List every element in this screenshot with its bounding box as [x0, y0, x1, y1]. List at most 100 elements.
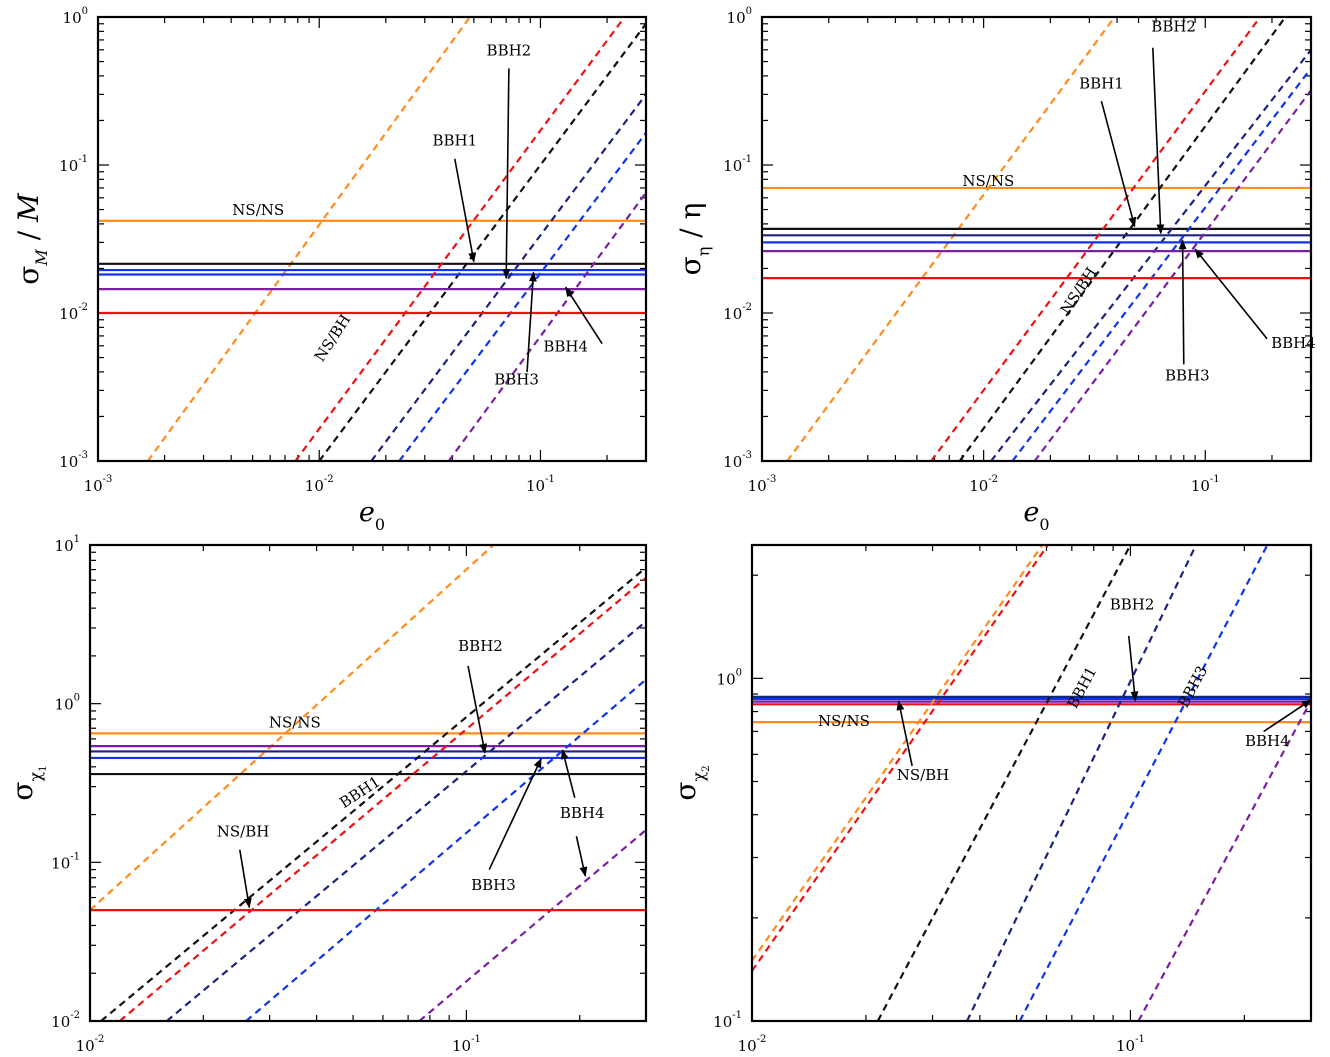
annotation-arrow [1178, 239, 1187, 365]
y-tick-base: 10 [51, 854, 70, 872]
annotation-arrow [454, 158, 477, 263]
y-axis-label-subscript: M [32, 249, 51, 267]
x-tick-exponent: -2 [95, 1034, 105, 1045]
data-lines [90, 545, 646, 1021]
annotation-bbh2: BBH2 [487, 41, 532, 59]
annotation-bbh3: BBH3 [494, 370, 539, 388]
x-tick-label: 10-1 [1191, 474, 1220, 495]
annotation-bbh2: BBH2 [1110, 595, 1155, 613]
y-tick-label: 10-1 [723, 154, 752, 175]
series-line-red-dashed [119, 577, 646, 1021]
x-tick-label: 10-2 [305, 474, 334, 495]
annotation-bbh4: BBH4 [560, 804, 605, 822]
x-tick-base: 10 [969, 477, 988, 495]
series-line-blue-dashed [1018, 545, 1269, 1021]
y-tick-label: 10-1 [51, 851, 80, 872]
chart-panel-top-right: 10-3 10-2 10-110-310-210-1100NS/NSNS/BHBBH… [674, 6, 1316, 534]
y-axis-label-tail-M: M [12, 192, 45, 223]
plot-frame [96, 15, 648, 463]
chart-panel-bottom-left: 10-2 10-110-210-1100101NS/NSNS/BHBBH1BBH2… [6, 534, 648, 1055]
annotation-arrow [1194, 248, 1268, 340]
y-tick-exponent: -1 [732, 1010, 742, 1021]
x-tick-label: 10-1 [526, 474, 555, 495]
y-axis-label-tail: / [12, 222, 45, 249]
x-tick-label: 10-2 [969, 474, 998, 495]
y-tick-base: 10 [55, 696, 74, 714]
x-tick-exponent: -3 [767, 474, 777, 485]
chart-panel-top-left: 10-3 10-2 10-110-310-210-1100NS/NSNS/BHBBH… [12, 6, 648, 534]
y-tick-base: 10 [723, 453, 742, 471]
annotation-arrow [1152, 47, 1165, 235]
annotation-bbh2: BBH2 [458, 637, 503, 655]
annotation-ns-ns: NS/NS [962, 172, 1014, 190]
y-tick-exponent: -3 [78, 450, 88, 461]
annotation-bbh4: BBH4 [543, 337, 588, 355]
annotation-bbh1: BBH1 [1079, 74, 1124, 92]
y-tick-base: 10 [59, 157, 78, 175]
series-line-purple-dashed [447, 192, 646, 461]
x-tick-exponent: -2 [757, 1034, 767, 1045]
annotation-arrow [488, 757, 542, 870]
series-line-blue-dashed [398, 132, 646, 461]
y-tick-exponent: -2 [70, 1010, 80, 1021]
annotation-bbh3: BBH3 [471, 876, 516, 894]
x-axis-label-subscript: 0 [375, 515, 385, 534]
annotation-bbh4: BBH4 [1271, 334, 1316, 352]
x-tick-exponent: -2 [988, 474, 998, 485]
y-axis-label-subscript: χ [26, 771, 45, 781]
series-line-navy-dashed [990, 49, 1311, 461]
series-line-red-dashed [752, 545, 1049, 972]
y-axis-label-main: σ [669, 781, 702, 800]
series-line-orange-dashed [752, 545, 1044, 962]
x-tick-exponent: -1 [1210, 474, 1220, 485]
annotation-arrow [564, 286, 603, 345]
x-tick-label: 10-1 [1116, 1034, 1145, 1055]
series-line-black-dashed [876, 545, 1132, 1021]
y-tick-label: 10-1 [713, 1010, 742, 1031]
x-tick-exponent: -1 [545, 474, 555, 485]
annotation-arrow [560, 749, 576, 799]
x-tick-base: 10 [526, 477, 545, 495]
x-tick-exponent: -3 [103, 474, 113, 485]
series-line-purple-dashed [1137, 700, 1311, 1021]
y-tick-base: 10 [63, 9, 82, 27]
x-tick-label: 10-1 [452, 1034, 481, 1055]
y-tick-exponent: -1 [70, 851, 80, 862]
y-tick-label: 100 [55, 693, 80, 714]
annotation-ns-ns: NS/NS [269, 713, 321, 731]
x-tick-exponent: -1 [471, 1034, 481, 1045]
y-tick-base: 10 [727, 9, 746, 27]
x-tick-base: 10 [84, 477, 103, 495]
annotation-bbh4: BBH4 [1245, 732, 1290, 750]
annotation-arrow [502, 68, 511, 280]
series-line-navy-dashed [166, 620, 646, 1021]
x-axis-label-main: e [1023, 497, 1039, 528]
series-line-black-dashed [958, 17, 1287, 461]
annotation-ns-bh: NS/BH [217, 823, 270, 841]
annotation-ns-bh: NS/BH [1057, 264, 1101, 318]
data-lines [762, 17, 1311, 461]
annotation-arrow [467, 665, 488, 754]
series-line-blue-dashed [245, 678, 646, 1021]
y-axis-label-main: σ [12, 266, 45, 285]
x-tick-exponent: -1 [1135, 1034, 1145, 1045]
y-tick-base: 10 [59, 453, 78, 471]
annotation-ns-bh: NS/BH [311, 311, 355, 365]
y-tick-exponent: -3 [742, 450, 752, 461]
y-tick-exponent: 0 [746, 6, 752, 17]
x-axis-label-main: e [359, 497, 375, 528]
y-tick-exponent: 0 [74, 693, 80, 704]
series-line-orange-dashed [786, 17, 1116, 461]
annotation-arrow [896, 700, 913, 767]
y-tick-label: 10-3 [723, 450, 752, 471]
y-tick-label: 10-3 [59, 450, 88, 471]
series-line-red-dashed [930, 17, 1262, 461]
series-line-orange-dashed [146, 17, 471, 461]
y-tick-base: 10 [723, 157, 742, 175]
axis-ticks [97, 16, 647, 462]
annotation-arrow [526, 271, 537, 372]
y-tick-label: 10-2 [51, 1010, 80, 1031]
x-tick-label: 10-3 [748, 474, 777, 495]
y-axis-label: σχ1 [6, 765, 49, 800]
